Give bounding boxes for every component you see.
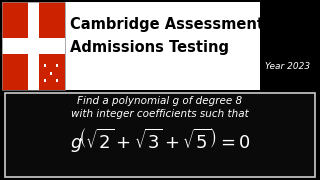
Bar xyxy=(28,2,39,90)
Bar xyxy=(39,54,63,89)
Bar xyxy=(4,3,28,38)
Bar xyxy=(44,64,46,67)
Bar xyxy=(50,72,52,75)
Bar xyxy=(2,38,65,54)
Bar xyxy=(56,79,59,82)
Bar xyxy=(4,54,28,89)
Bar xyxy=(5,93,315,177)
Text: Find a polynomial g of degree 8: Find a polynomial g of degree 8 xyxy=(77,96,243,106)
Text: Cambridge Assessment: Cambridge Assessment xyxy=(70,17,264,32)
Bar xyxy=(65,2,260,90)
Text: with integer coefficients such that: with integer coefficients such that xyxy=(71,109,249,119)
Text: $g\!\left(\sqrt{2}+\sqrt{3}+\sqrt{5}\right)=0$: $g\!\left(\sqrt{2}+\sqrt{3}+\sqrt{5}\rig… xyxy=(69,125,251,154)
Bar xyxy=(2,2,65,90)
Bar xyxy=(44,79,46,82)
Bar xyxy=(56,64,59,67)
Text: Year 2023: Year 2023 xyxy=(265,62,310,71)
Bar xyxy=(39,3,63,38)
Text: Admissions Testing: Admissions Testing xyxy=(70,40,229,55)
Bar xyxy=(2,2,65,90)
